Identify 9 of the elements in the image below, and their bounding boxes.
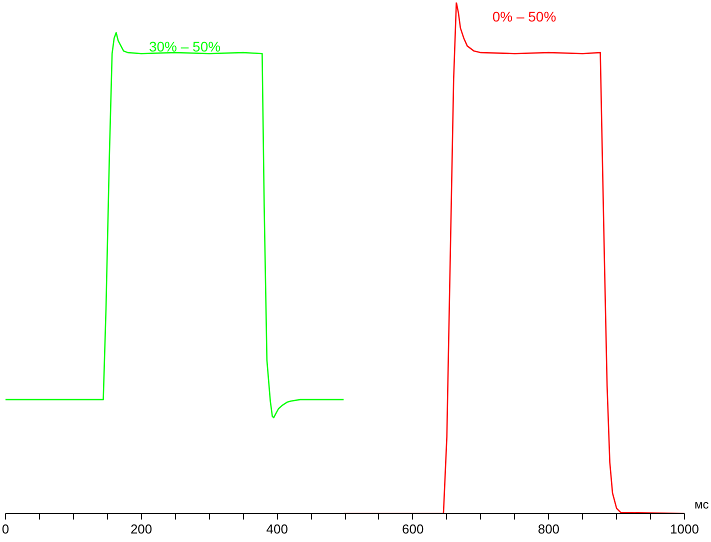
text: 0% – 50%: [492, 8, 556, 24]
x-axis-title: мс: [694, 498, 709, 512]
series-label: 30% – 50%: [148, 38, 221, 55]
x-tick-label: 1000: [670, 522, 699, 536]
x-tick-label: 200: [130, 522, 152, 536]
x-tick-label: 800: [538, 522, 560, 536]
x-tick-label: 0: [2, 522, 10, 536]
x-tick-label: 600: [402, 522, 424, 536]
x-tick-label: 400: [266, 522, 288, 536]
